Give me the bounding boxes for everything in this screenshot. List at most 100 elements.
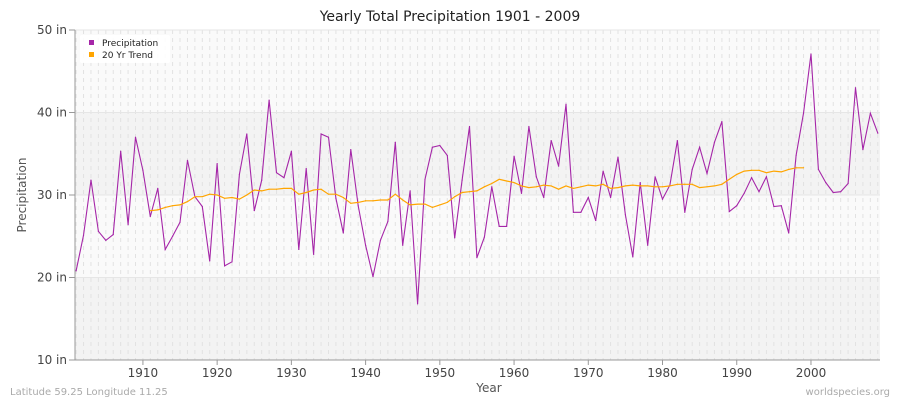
trend-point — [246, 194, 248, 196]
trend-point — [491, 182, 493, 185]
precipitation-point — [402, 244, 404, 246]
trend-point — [461, 191, 463, 194]
x-tick-label: 1980 — [647, 366, 678, 380]
precipitation-point — [609, 196, 612, 199]
trend-point — [595, 185, 597, 187]
trend-point — [261, 190, 263, 192]
precipitation-point — [372, 276, 374, 278]
trend-point — [721, 183, 723, 185]
trend-point — [565, 185, 567, 187]
precipitation-point — [127, 224, 129, 226]
precipitation-point — [446, 154, 448, 156]
trend-point — [513, 182, 515, 184]
precipitation-point — [97, 230, 99, 232]
trend-point — [654, 186, 656, 188]
precipitation-point — [238, 173, 241, 175]
trend-point — [543, 184, 545, 186]
precipitation-point — [758, 191, 760, 193]
trend-point — [580, 186, 582, 188]
trend-point — [201, 196, 203, 198]
precipitation-point — [149, 215, 151, 218]
precipitation-point — [595, 219, 597, 222]
trend-point — [268, 188, 270, 190]
trend-point — [684, 183, 686, 185]
background-band — [75, 30, 880, 113]
trend-point — [713, 185, 716, 187]
legend-swatch-trend — [89, 52, 94, 57]
trend-point — [506, 180, 508, 182]
precipitation-point — [379, 239, 382, 241]
precipitation-point — [854, 87, 857, 89]
trend-point — [320, 188, 322, 190]
trend-point — [327, 193, 330, 195]
precipitation-point — [223, 265, 226, 267]
trend-point — [298, 193, 300, 195]
trend-point — [365, 200, 367, 202]
x-tick-label: 1970 — [573, 366, 604, 380]
precipitation-point — [750, 177, 753, 179]
precipitation-point — [862, 149, 864, 151]
precipitation-point — [201, 205, 203, 208]
y-tick-label: 30 in — [37, 188, 67, 202]
trend-point — [186, 201, 189, 203]
trend-point — [765, 172, 768, 174]
precipitation-point — [788, 232, 790, 234]
precipitation-point — [647, 244, 649, 246]
trend-point — [699, 186, 701, 189]
trend-point — [454, 196, 456, 198]
precipitation-point — [825, 182, 827, 184]
precipitation-point — [661, 198, 664, 200]
precipitation-point — [90, 179, 92, 181]
precipitation-point — [120, 150, 122, 152]
trend-point — [209, 193, 211, 195]
chart-title: Yearly Total Precipitation 1901 - 2009 — [319, 9, 581, 25]
y-tick-label: 10 in — [37, 353, 67, 367]
precipitation-point — [743, 192, 745, 194]
precipitation-point — [268, 99, 270, 101]
trend-point — [647, 185, 649, 187]
trend-point — [535, 186, 537, 188]
trend-point — [350, 202, 352, 204]
trend-point — [231, 196, 233, 199]
precipitation-point — [520, 192, 523, 194]
precipitation-point — [112, 234, 114, 236]
precipitation-point — [142, 169, 144, 171]
precipitation-point — [795, 154, 797, 156]
trend-point — [483, 186, 485, 188]
precipitation-point — [706, 172, 708, 175]
y-tick-label: 20 in — [37, 271, 67, 285]
precipitation-point — [275, 172, 278, 174]
trend-point — [498, 178, 500, 180]
trend-point — [476, 190, 478, 192]
trend-point — [409, 204, 411, 206]
trend-point — [624, 185, 626, 187]
trend-point — [372, 200, 374, 202]
precipitation-point — [513, 155, 515, 157]
trend-point — [572, 187, 575, 189]
x-axis-label: Year — [475, 381, 501, 395]
trend-point — [669, 185, 671, 187]
trend-point — [676, 183, 678, 185]
precipitation-point — [157, 187, 159, 189]
trend-point — [736, 173, 738, 175]
precipitation-point — [320, 133, 322, 135]
x-tick-label: 2000 — [796, 366, 827, 380]
trend-point — [216, 194, 218, 196]
trend-point — [157, 209, 159, 211]
footer-source: worldspecies.org — [806, 387, 890, 398]
precipitation-point — [639, 182, 641, 184]
precipitation-point — [387, 220, 389, 222]
trend-point — [238, 198, 241, 200]
x-tick-label: 1910 — [128, 366, 159, 380]
x-tick-label: 1920 — [202, 366, 233, 380]
precipitation-point — [877, 132, 879, 134]
trend-point — [402, 199, 404, 201]
precipitation-point — [305, 168, 307, 170]
trend-point — [223, 197, 226, 199]
precipitation-point — [431, 146, 434, 148]
precipitation-point — [253, 210, 255, 212]
trend-point — [305, 191, 307, 194]
precipitation-point — [543, 196, 545, 199]
precipitation-point — [773, 205, 775, 208]
precipitation-point — [350, 149, 352, 151]
